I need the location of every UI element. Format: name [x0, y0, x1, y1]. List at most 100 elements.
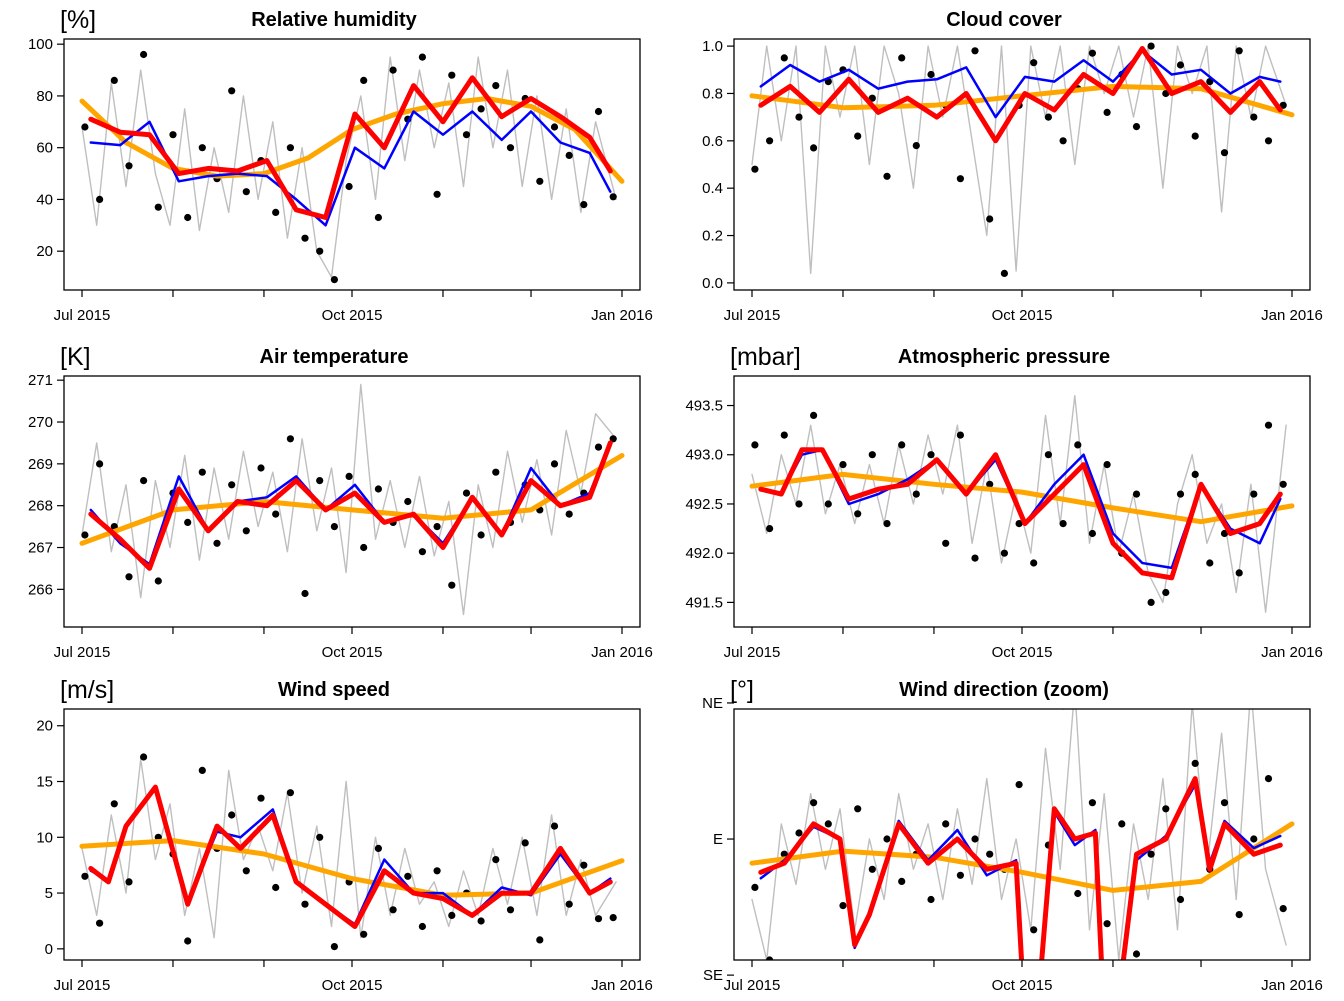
daily-point [184, 518, 192, 527]
daily-point [766, 956, 774, 960]
x-tick-label: Jan 2016 [591, 977, 653, 994]
daily-point [883, 835, 891, 843]
daily-point [956, 431, 965, 439]
daily-point [1176, 61, 1185, 69]
daily-point [1279, 101, 1287, 109]
y-tick-label: 0.4 [702, 180, 723, 197]
daily-point [301, 900, 309, 908]
daily-point [272, 883, 280, 892]
daily-point [1059, 520, 1067, 528]
daily-point [824, 820, 832, 828]
daily-point [418, 548, 426, 556]
daily-point [854, 510, 862, 518]
daily-point [1279, 905, 1287, 913]
chart-title: Air temperature [260, 346, 409, 368]
smooth-mid-line [758, 46, 1283, 144]
daily-point [810, 144, 818, 152]
daily-point [1088, 49, 1096, 57]
unit-label: [°] [730, 676, 754, 704]
daily-point [404, 497, 412, 506]
daily-point [286, 435, 294, 443]
daily-point [389, 66, 397, 74]
daily-point [1250, 113, 1258, 121]
y-tick-label: 491.5 [685, 594, 723, 611]
daily-point [824, 500, 832, 508]
daily-point [942, 820, 950, 828]
daily-point [492, 82, 500, 90]
daily-point [140, 477, 148, 485]
daily-point [986, 480, 994, 488]
daily-point [1235, 569, 1243, 577]
daily-point [1103, 920, 1111, 928]
plot-frame [63, 708, 641, 961]
daily-point [898, 441, 906, 449]
daily-point [316, 833, 324, 841]
y-tick-label: 0.8 [702, 85, 723, 102]
daily-point [1191, 132, 1199, 140]
daily-point [580, 861, 588, 869]
daily-point [912, 490, 920, 498]
panel-pressure: Atmospheric pressure [mbar] 491.5 492.0 492.… [685, 343, 1322, 661]
daily-point [418, 53, 426, 61]
unit-label: [K] [60, 343, 91, 371]
daily-point [550, 123, 559, 131]
daily-point [330, 943, 338, 951]
daily-point [448, 911, 456, 920]
x-tick-label: Jul 2015 [54, 644, 111, 661]
daily-point [1030, 59, 1038, 67]
daily-point [330, 523, 338, 531]
y-tick-label: 60 [36, 140, 53, 157]
daily-point [198, 766, 206, 775]
daily-point [609, 914, 617, 922]
x-tick-label: Jul 2015 [54, 977, 111, 994]
y-tick-label: 40 [36, 191, 53, 208]
daily-point [536, 177, 544, 185]
daily-point [184, 937, 192, 945]
daily-point [1044, 451, 1052, 459]
daily-point [374, 213, 382, 222]
daily-point [125, 878, 133, 886]
daily-point [780, 431, 788, 439]
daily-point [971, 835, 979, 843]
raw-series-line [751, 709, 1287, 960]
daily-point [1235, 47, 1243, 55]
daily-point [854, 805, 862, 813]
raw-series-line [751, 45, 1287, 275]
daily-point [96, 919, 104, 927]
daily-point [1103, 108, 1111, 116]
panel-temperature: Air temperature [K] 266 267 268 269 270 271 Jul … [28, 343, 653, 661]
x-tick-label: Oct 2015 [992, 644, 1053, 661]
daily-point [286, 144, 294, 152]
daily-point [316, 477, 324, 485]
daily-point [751, 883, 759, 892]
daily-point [594, 915, 603, 923]
daily-point [1030, 926, 1038, 934]
smooth-mid-line [758, 776, 1283, 960]
daily-point [1132, 490, 1141, 498]
chart-title: Cloud cover [946, 9, 1062, 31]
y-tick-label: 0.6 [702, 133, 723, 150]
daily-point [184, 213, 192, 222]
trend-line [79, 96, 625, 184]
daily-point [927, 895, 935, 904]
y-tick-label: SE [703, 967, 723, 984]
daily-point [1279, 480, 1287, 488]
daily-point [971, 47, 979, 55]
daily-point [404, 872, 412, 880]
chart-title: Relative humidity [251, 9, 417, 31]
daily-point [751, 441, 759, 449]
daily-point [154, 577, 162, 585]
daily-point [912, 142, 920, 150]
daily-point [766, 137, 774, 145]
y-tick-label: 270 [28, 414, 53, 431]
y-tick-label: 10 [36, 829, 53, 846]
daily-point [839, 461, 847, 469]
smooth-mid-line [758, 447, 1283, 581]
daily-point [594, 107, 603, 116]
daily-point [1147, 42, 1155, 50]
daily-point [609, 435, 617, 443]
daily-point [1220, 529, 1229, 538]
daily-point [868, 865, 876, 873]
daily-point [521, 839, 529, 847]
